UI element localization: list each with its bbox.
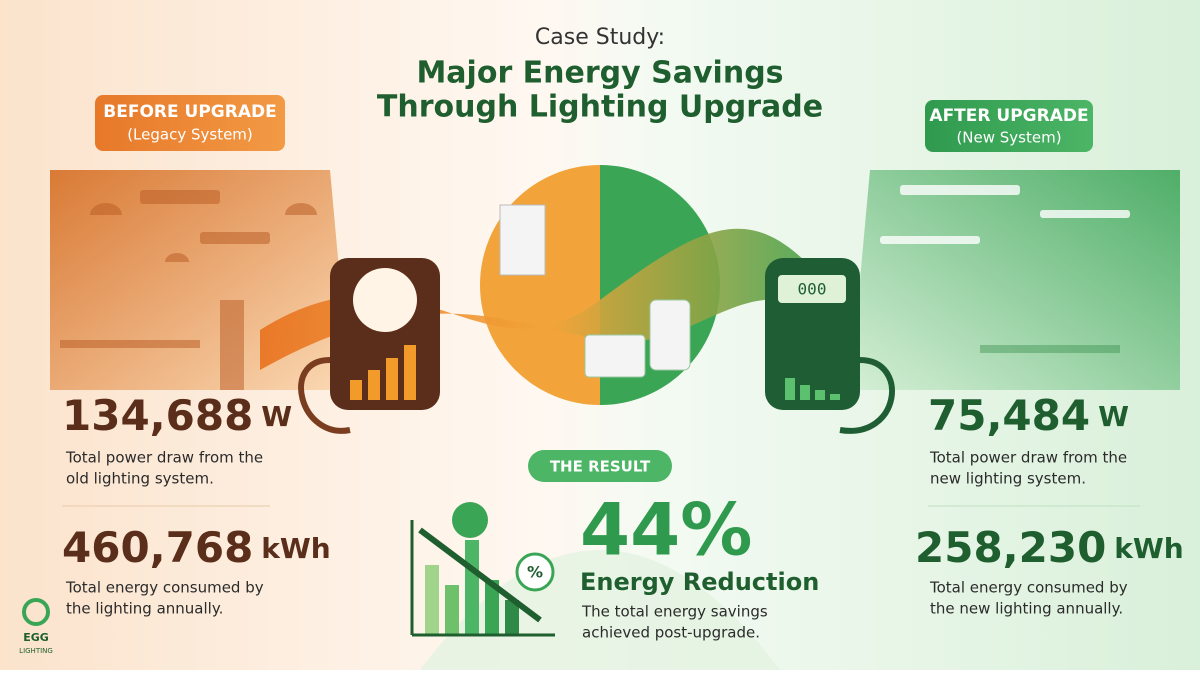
title-line: Major Energy Savings — [416, 56, 783, 91]
badge-sub: (New System) — [956, 129, 1061, 147]
new-office-desk — [980, 345, 1120, 353]
new-meter-screen — [778, 275, 846, 303]
reduction-icon — [410, 502, 555, 637]
logo-icon — [22, 598, 50, 626]
result-badge — [528, 450, 672, 482]
old-meter-gauge — [353, 268, 417, 332]
stat-desc: new lighting system. — [930, 470, 1086, 488]
result-glow — [420, 550, 780, 670]
old-office-lights — [60, 190, 317, 390]
after-badge — [925, 100, 1093, 152]
energy-wave — [260, 228, 840, 370]
kicker: Case Study: — [535, 25, 665, 50]
stat-desc: Total energy consumed by — [929, 579, 1128, 597]
result-headline: Energy Reduction — [580, 568, 819, 596]
stat-value: 75,484 W — [928, 391, 1129, 440]
result-badge-text: THE RESULT — [550, 458, 651, 476]
new-office-lights — [880, 185, 1130, 244]
stat-value: 460,768 kWh — [62, 523, 331, 572]
meter-display: 000 — [798, 280, 827, 299]
old-cord — [298, 357, 351, 434]
new-meter-bars — [785, 378, 840, 400]
new-office — [850, 170, 1180, 390]
value: 75,484 — [928, 391, 1090, 440]
badge-sub: (Legacy System) — [127, 126, 253, 144]
stat-value: 258,230 kWh — [915, 523, 1184, 572]
value: 134,688 — [62, 391, 253, 440]
before-badge — [95, 95, 285, 151]
value: 460,768 — [62, 523, 253, 572]
stat-value: 134,688 W — [62, 391, 292, 440]
result-desc: achieved post-upgrade. — [582, 624, 760, 642]
old-meter-bars — [350, 345, 416, 400]
unit: kWh — [261, 532, 330, 565]
panel-icon — [584, 334, 646, 378]
icon-label: % — [527, 563, 543, 582]
unit: W — [1098, 400, 1129, 433]
badge-title: BEFORE UPGRADE — [103, 102, 276, 122]
switch-icon — [649, 299, 691, 371]
title-line: Through Lighting Upgrade — [377, 90, 823, 125]
logo-name: LIGHTING — [19, 647, 53, 655]
stat-desc: the lighting annually. — [66, 600, 223, 618]
badge-title: AFTER UPGRADE — [929, 106, 1088, 126]
new-cord — [839, 357, 895, 434]
value: 258,230 — [915, 523, 1106, 572]
stat-desc: Total energy consumed by — [65, 579, 264, 597]
old-fixture-icon — [499, 204, 546, 276]
logo-mark: EGG — [23, 631, 49, 644]
result-value: 44% — [580, 488, 752, 572]
result-desc: The total energy savings — [581, 603, 768, 621]
stat-desc: Total power draw from the — [65, 449, 263, 467]
stat-desc: Total power draw from the — [929, 449, 1127, 467]
unit: kWh — [1114, 532, 1183, 565]
stat-desc: old lighting system. — [66, 470, 214, 488]
stat-desc: the new lighting annually. — [930, 600, 1123, 618]
unit: W — [261, 400, 292, 433]
